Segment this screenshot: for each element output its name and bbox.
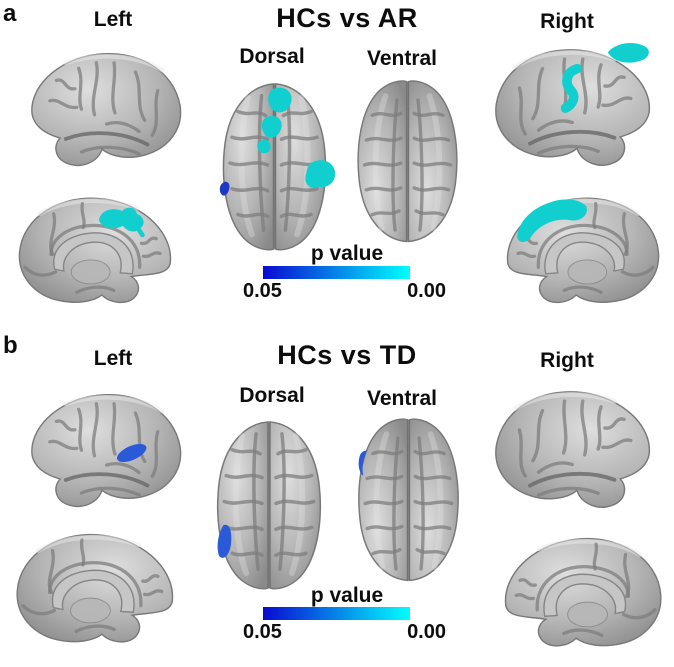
cyan-cluster [305,160,336,188]
cyan-cluster [261,115,282,138]
panel-a-dorsal-label: Dorsal [239,45,305,68]
panel-a-ventral-label: Ventral [366,47,438,70]
colorbar-b-min: 0.05 [243,621,282,643]
brain-b-left-lateral [8,381,194,525]
cyan-cluster [257,139,271,154]
brain-a-ventral [344,76,471,253]
cyan-cluster-streak [121,212,145,238]
colorbar-a-title: p value [310,242,384,265]
panel-b-right-label: Right [540,349,594,372]
colorbar-b-max: 0.00 [407,621,446,643]
colorbar-a-max: 0.00 [407,280,446,302]
panel-a-letter: a [3,0,17,27]
brain-b-right-lateral [482,378,674,526]
brain-a-right-medial [484,186,674,320]
blue-cluster [358,450,368,476]
colorbar-b-title: p value [310,584,384,607]
colorbar-a-min: 0.05 [243,280,282,302]
panel-a-left-label: Left [93,8,133,31]
panel-a-title: HCs vs AR [276,3,418,33]
colorbar-a [263,266,410,279]
panel-b-title: HCs vs TD [277,340,417,370]
panel-b-letter: b [3,332,18,359]
brain-b-dorsal [202,410,336,594]
brain-b-left-medial [4,521,194,661]
blue-cluster [116,443,147,463]
cyan-cluster [268,87,292,113]
blue-cluster [217,524,232,558]
blue-cluster [219,181,230,196]
cyan-cluster-strip [560,63,582,113]
brain-b-right-medial [484,526,674,664]
colorbar-b [263,607,410,620]
cyan-cluster [517,199,587,243]
panel-a-right-label: Right [540,10,594,33]
brain-a-right-lateral [482,42,674,184]
panel-b-dorsal-label: Dorsal [239,384,305,407]
brain-a-left-medial [4,186,194,320]
brain-b-ventral [345,414,472,592]
cyan-cluster [607,42,649,63]
cyan-cluster [99,207,144,232]
brain-a-dorsal [219,72,336,255]
panel-b-left-label: Left [93,347,133,370]
brain-a-left-lateral [8,40,194,184]
panel-b-ventral-label: Ventral [366,387,438,410]
